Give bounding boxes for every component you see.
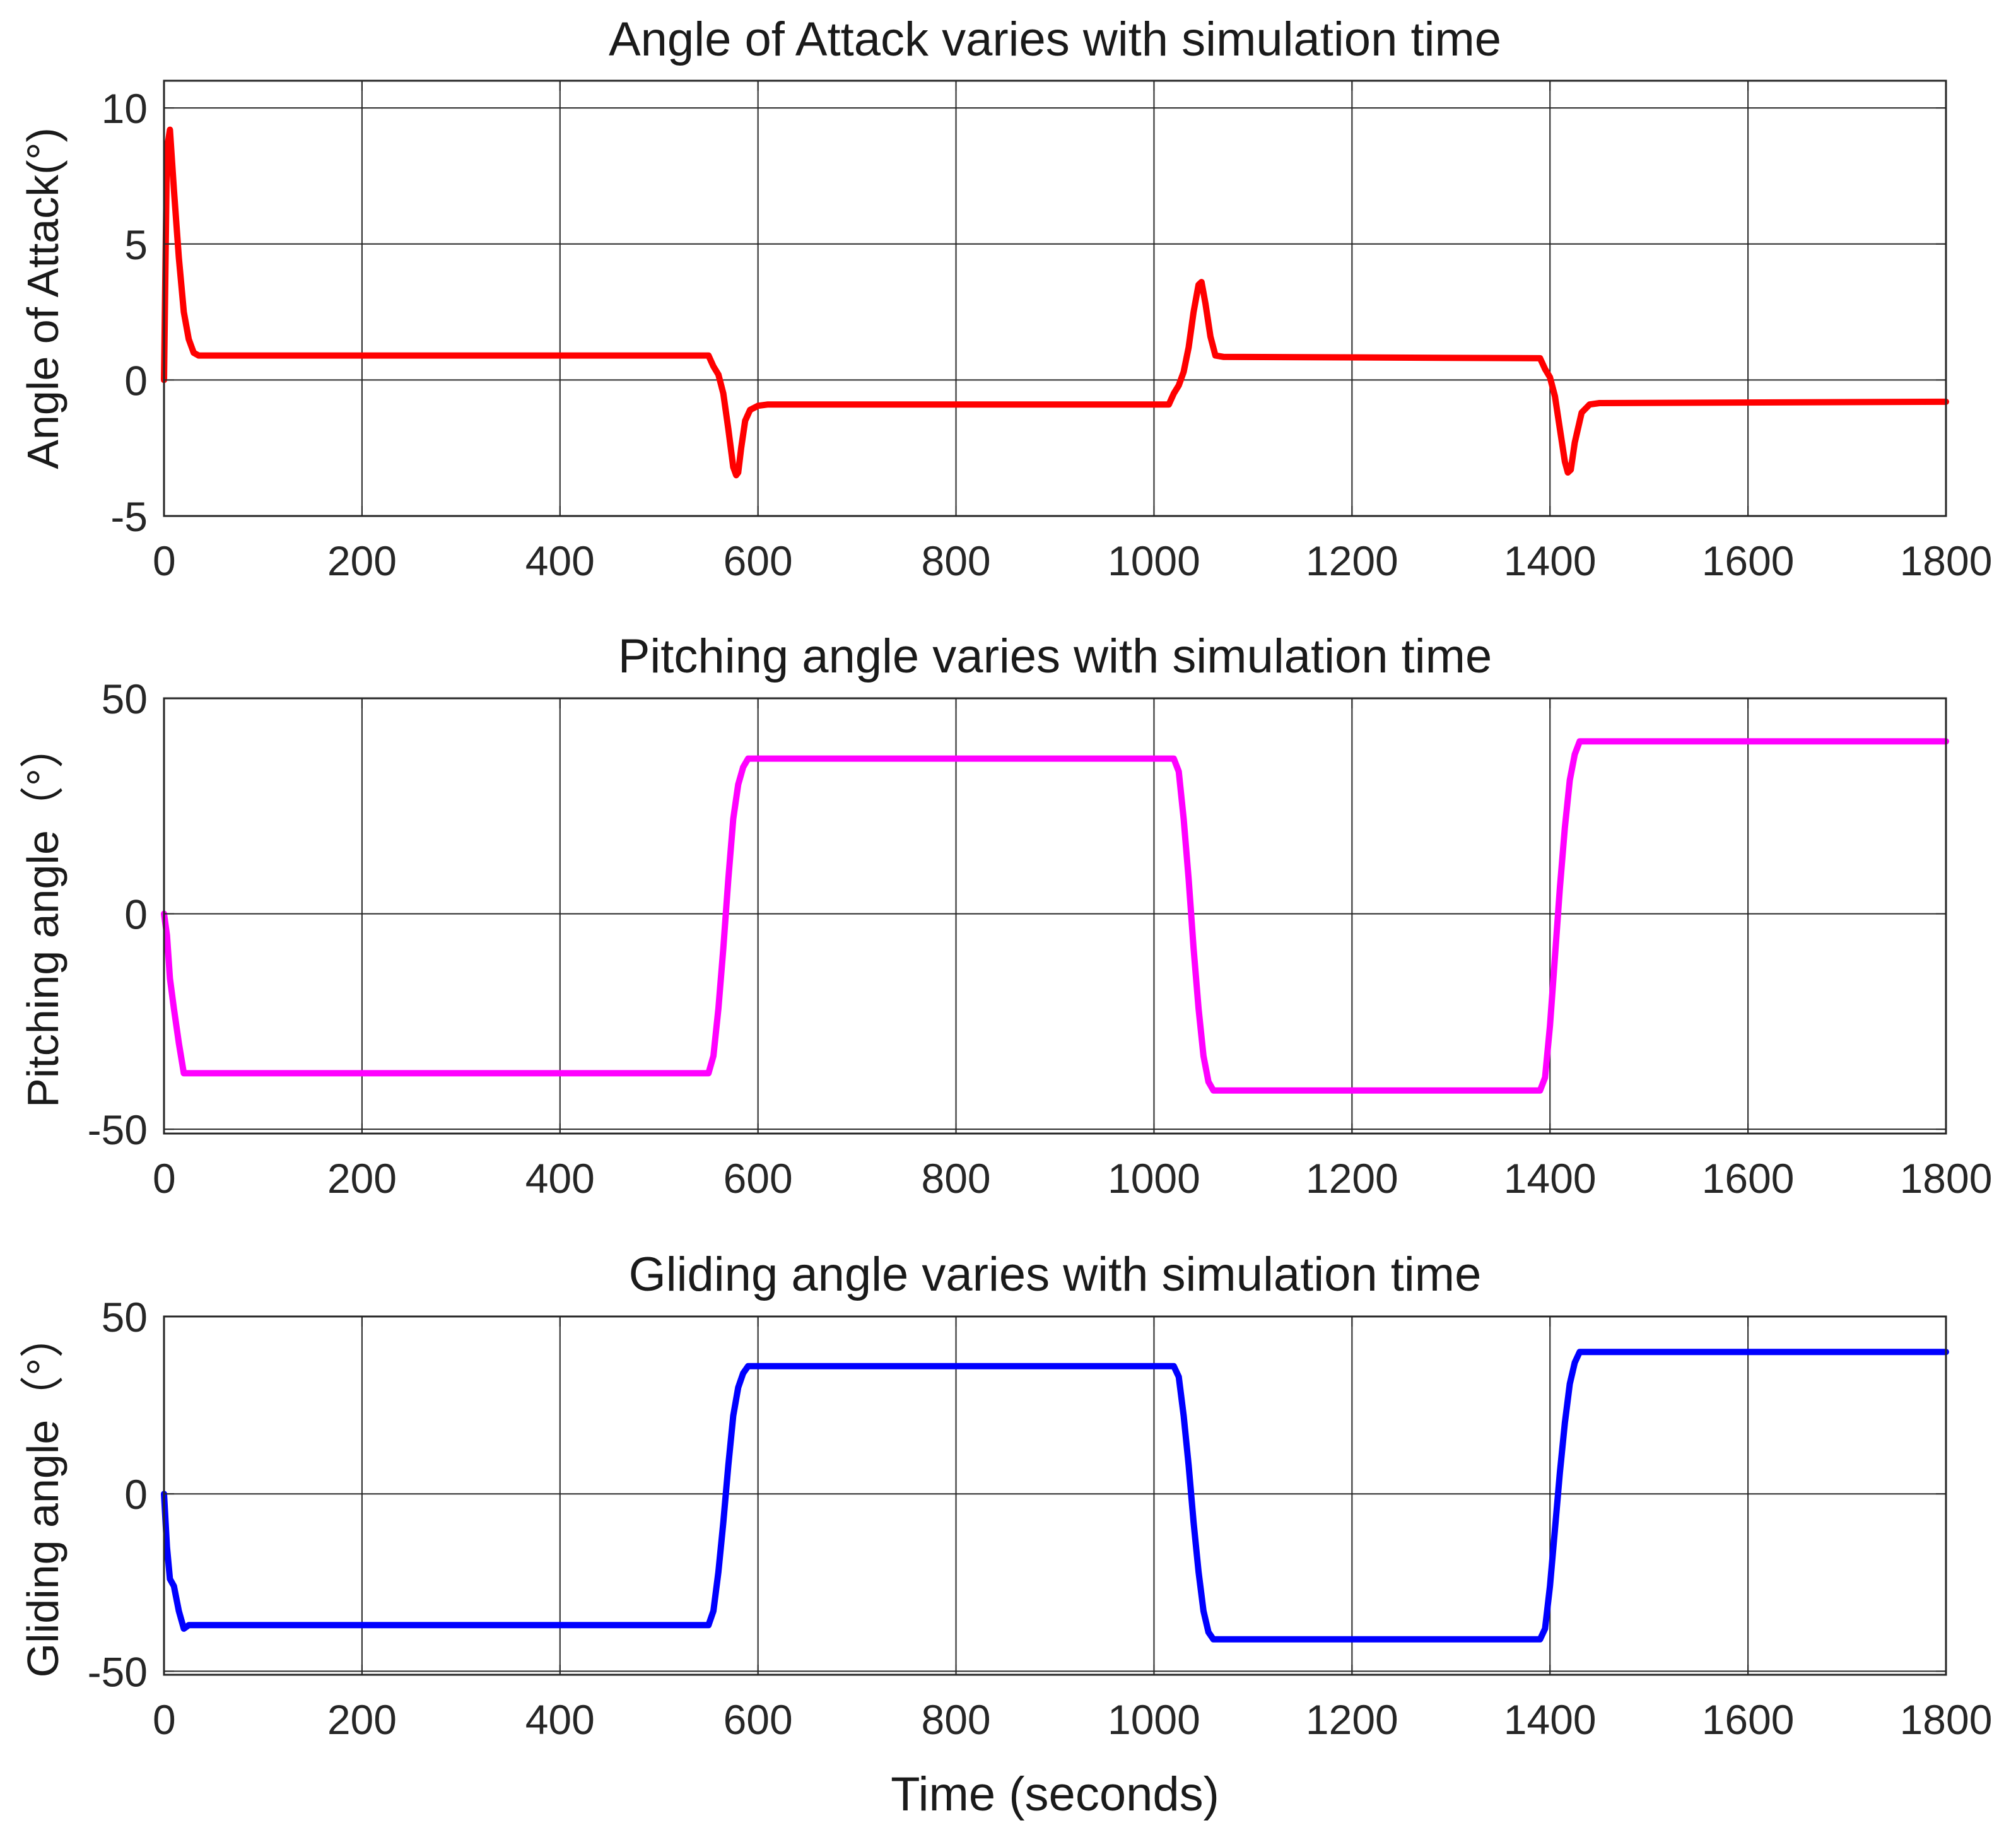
aoa-xtick-label: 400 [525,537,595,584]
aoa-xtick-label: 1400 [1504,537,1597,584]
glide-title: Gliding angle varies with simulation tim… [629,1248,1482,1301]
aoa-axes-frame [163,79,1947,517]
pitch-panel: Pitching angle varies with simulation ti… [18,630,1992,1202]
pitch-xtick-label: 1800 [1900,1155,1993,1202]
glide-ytick-label: -50 [88,1648,148,1695]
glide-xtick-label: 1400 [1504,1696,1597,1743]
glide-xtick-label: 400 [525,1696,595,1743]
pitch-xtick-label: 200 [327,1155,397,1202]
aoa-ylabel: Angle of Attack(°) [18,127,67,469]
aoa-xtick-label: 0 [153,537,176,584]
aoa-xtick-label: 1800 [1900,537,1993,584]
pitch-xtick-label: 0 [153,1155,176,1202]
aoa-xtick-label: 1200 [1306,537,1398,584]
aoa-xtick-label: 1000 [1108,537,1200,584]
glide-ytick-label: 50 [102,1294,148,1340]
pitch-xtick-label: 1600 [1702,1155,1795,1202]
pitch-ytick-label: -50 [88,1106,148,1153]
glide-axes-frame [163,1315,1947,1676]
pitch-xtick-label: 1000 [1108,1155,1200,1202]
pitch-xtick-label: 1400 [1504,1155,1597,1202]
aoa-xtick-label: 1600 [1702,537,1795,584]
pitch-series-line [161,738,1949,1094]
pitch-xtick-label: 800 [921,1155,990,1202]
pitch-xtick-label: 1200 [1306,1155,1398,1202]
aoa-ytick-label: 5 [124,221,148,268]
glide-xtick-label: 1800 [1900,1696,1993,1743]
glide-xtick-label: 0 [153,1696,176,1743]
glide-ytick-label: 0 [124,1471,148,1518]
pitch-ytick-label: 0 [124,891,148,938]
glide-xtick-label: 200 [327,1696,397,1743]
glide-xtick-label: 1600 [1702,1696,1795,1743]
aoa-ytick-label: -5 [110,493,148,540]
glide-series-line [161,1349,1949,1643]
glide-xtick-label: 600 [724,1696,793,1743]
glide-xtick-label: 1000 [1108,1696,1200,1743]
x-axis-label: Time (seconds) [891,1768,1219,1821]
pitch-axes-frame [163,697,1947,1135]
aoa-xtick-label: 200 [327,537,397,584]
aoa-xtick-label: 600 [724,537,793,584]
aoa-ytick-label: 0 [124,357,148,404]
glide-xtick-label: 1200 [1306,1696,1398,1743]
glide-xtick-label: 800 [921,1696,990,1743]
pitch-ytick-label: 50 [102,676,148,722]
pitch-ylabel: Pitching angle（°） [18,724,67,1108]
aoa-xtick-label: 800 [921,537,990,584]
aoa-panel: Angle of Attack varies with simulation t… [18,13,1992,584]
pitch-title: Pitching angle varies with simulation ti… [618,630,1492,683]
glide-panel: Gliding angle varies with simulation tim… [18,1248,1992,1743]
glide-ylabel: Gliding angle（°） [18,1314,67,1678]
aoa-title: Angle of Attack varies with simulation t… [609,13,1501,66]
aoa-ytick-label: 10 [102,85,148,132]
aoa-series-line [161,126,1949,479]
pitch-xtick-label: 600 [724,1155,793,1202]
pitch-xtick-label: 400 [525,1155,595,1202]
